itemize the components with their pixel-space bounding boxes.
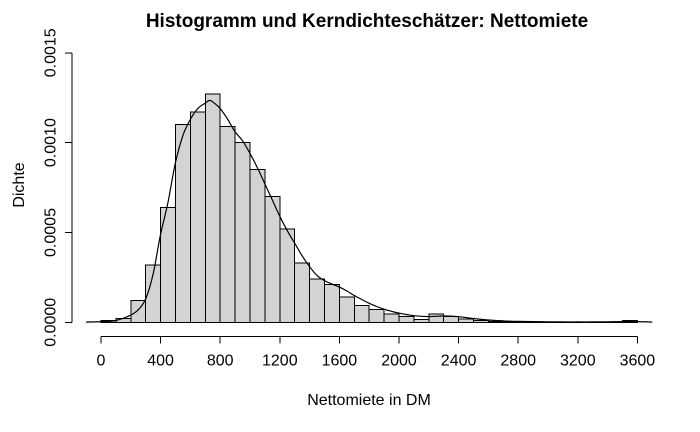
histogram-bar [353, 305, 370, 323]
histogram-bar [428, 313, 445, 323]
histogram-bar [473, 320, 489, 323]
histogram-bar [413, 319, 430, 323]
histogram-bar [443, 315, 460, 323]
x-axis-label: Nettomiete in DM [307, 392, 431, 409]
x-tick-label: 2800 [500, 353, 536, 370]
histogram-bar [234, 142, 251, 323]
histogram-bar [458, 318, 475, 323]
x-tick-label: 3600 [620, 353, 656, 370]
histogram-bar [383, 313, 400, 323]
histogram-bar [294, 262, 311, 323]
x-tick-label: 800 [207, 353, 234, 370]
histogram-bar [368, 309, 385, 323]
x-tick-label: 400 [147, 353, 174, 370]
x-axis: 0 400 800 1200 1600 2000 2400 2800 3200 3600 [97, 336, 656, 370]
x-tick-label: 2400 [441, 353, 477, 370]
y-axis: 0.0000 0.0005 0.0010 0.0015 [43, 28, 73, 347]
x-tick-label: 1200 [262, 353, 298, 370]
y-tick-label: 0.0005 [43, 208, 60, 257]
histogram-bar [264, 196, 281, 323]
histogram-bar [398, 315, 415, 323]
x-tick-label: 0 [97, 353, 106, 370]
x-tick-label: 3200 [560, 353, 596, 370]
y-tick-label: 0.0010 [43, 118, 60, 167]
y-tick-label: 0.0000 [43, 298, 60, 347]
histogram-bar [338, 296, 355, 323]
y-axis-label: Dichte [11, 162, 28, 207]
histogram-bar [204, 93, 221, 323]
x-tick-label: 1600 [322, 353, 358, 370]
y-tick-label: 0.0015 [43, 28, 60, 77]
chart-title: Histogramm und Kerndichteschätzer: Netto… [146, 11, 588, 32]
histogram-bar [487, 320, 504, 323]
histogram-bar [324, 284, 340, 323]
histogram-bar [249, 169, 266, 323]
density-curve [86, 99, 653, 323]
histogram-bar [309, 278, 326, 323]
histogram-bar [189, 111, 206, 323]
histogram-bar [279, 228, 296, 323]
x-tick-label: 2000 [381, 353, 417, 370]
histogram-bars [100, 93, 638, 324]
histogram-bar [219, 126, 236, 323]
